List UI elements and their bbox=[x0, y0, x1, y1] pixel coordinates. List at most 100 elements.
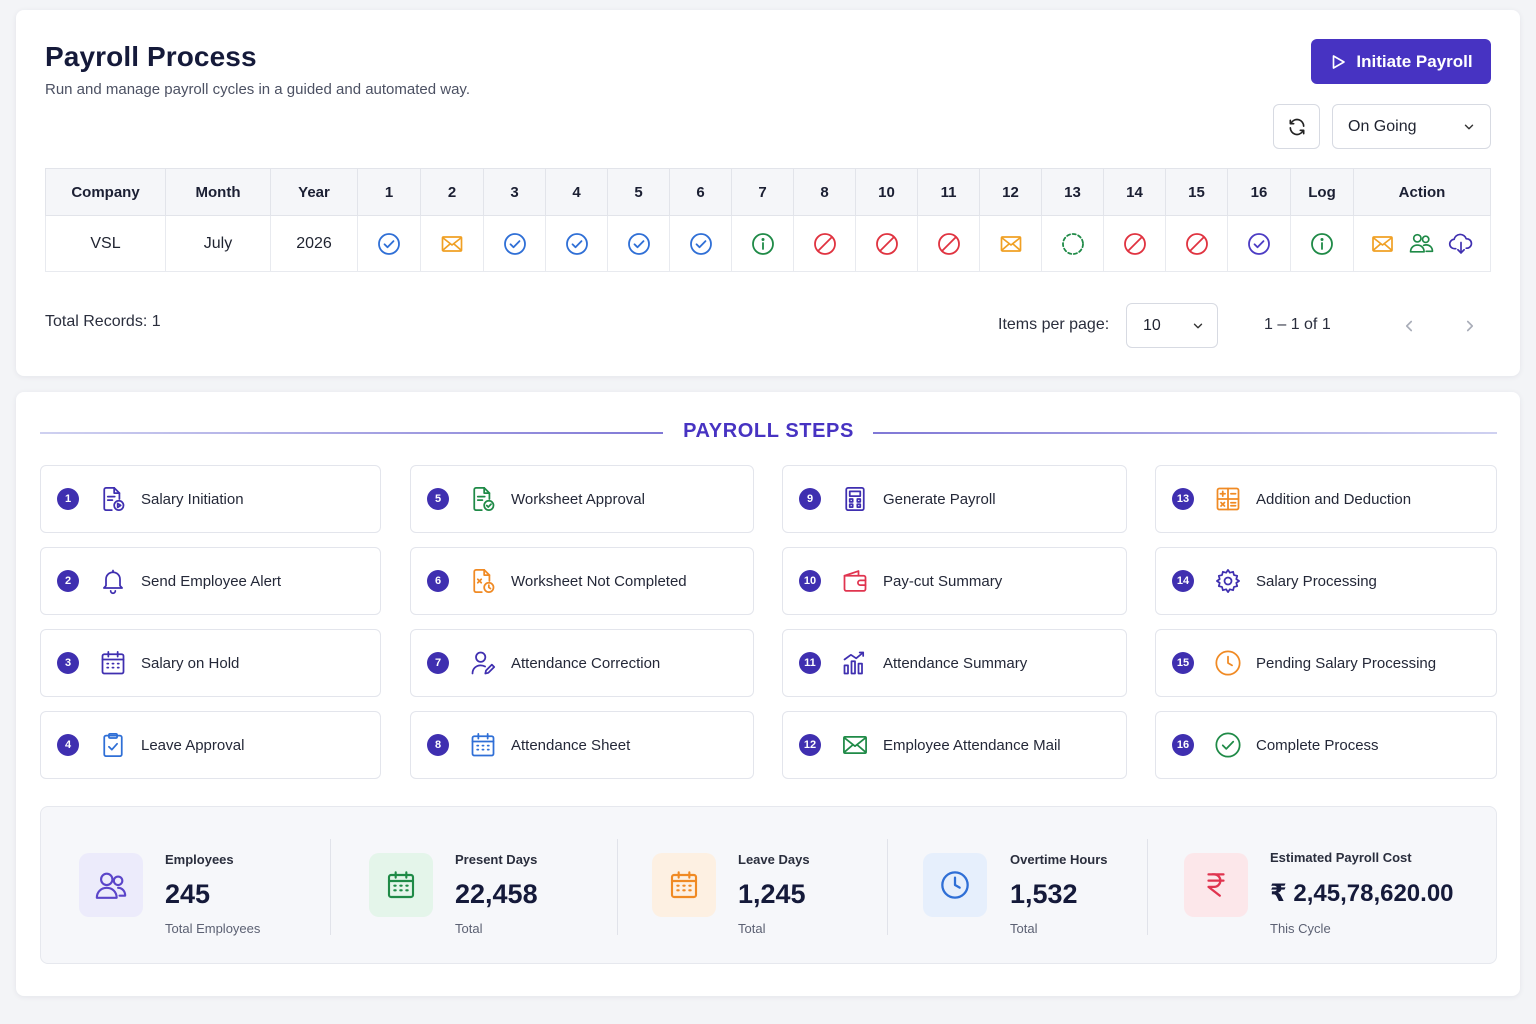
refresh-button[interactable] bbox=[1273, 104, 1320, 149]
page-title: Payroll Process bbox=[45, 41, 257, 72]
info-circle-icon bbox=[751, 232, 774, 255]
wallet-icon bbox=[841, 567, 869, 595]
column-header: 10 bbox=[855, 168, 918, 216]
stat-label: Overtime Hours bbox=[1010, 852, 1108, 867]
step-label: Worksheet Approval bbox=[511, 490, 645, 508]
user-edit-icon bbox=[469, 649, 497, 677]
column-header: 11 bbox=[917, 168, 980, 216]
stat-label: Employees bbox=[165, 852, 234, 867]
table-header-row: Company Month Year 1 2 3 4 5 6 7 8 10 11… bbox=[45, 168, 1491, 216]
calendar-icon bbox=[652, 853, 716, 917]
step-number: 13 bbox=[1172, 488, 1194, 510]
step-number: 14 bbox=[1172, 570, 1194, 592]
check-circle-icon bbox=[503, 232, 526, 255]
divider bbox=[1147, 839, 1148, 935]
stat-sub: This Cycle bbox=[1270, 921, 1331, 936]
step-7-status[interactable] bbox=[731, 215, 794, 272]
document-clock-icon bbox=[469, 567, 497, 595]
step-number: 11 bbox=[799, 652, 821, 674]
column-header: 14 bbox=[1103, 168, 1166, 216]
divider bbox=[40, 432, 663, 434]
step-13-status[interactable] bbox=[1041, 215, 1104, 272]
step-6-status[interactable] bbox=[669, 215, 732, 272]
stat-value: 1,245 bbox=[738, 879, 806, 909]
step-label: Worksheet Not Completed bbox=[511, 572, 687, 590]
step-12-status[interactable] bbox=[979, 215, 1042, 272]
download-action[interactable] bbox=[1448, 231, 1474, 256]
items-per-page-select[interactable]: 10 bbox=[1126, 303, 1218, 348]
stat-sub: Total bbox=[738, 921, 766, 936]
column-header: 4 bbox=[545, 168, 608, 216]
play-icon bbox=[1333, 54, 1346, 69]
step-item-8[interactable]: 8 Attendance Sheet bbox=[410, 711, 754, 779]
stat-present-days: Present Days 22,458 Total bbox=[331, 807, 618, 965]
step-2-status[interactable] bbox=[420, 215, 484, 272]
step-item-13[interactable]: 13 Addition and Deduction bbox=[1155, 465, 1497, 533]
step-item-14[interactable]: 14 Salary Processing bbox=[1155, 547, 1497, 615]
column-header: 15 bbox=[1165, 168, 1228, 216]
step-item-5[interactable]: 5 Worksheet Approval bbox=[410, 465, 754, 533]
step-number: 15 bbox=[1172, 652, 1194, 674]
column-header: Month bbox=[165, 168, 271, 216]
check-circle-icon bbox=[565, 232, 588, 255]
step-4-status[interactable] bbox=[545, 215, 608, 272]
stat-overtime-hours: Overtime Hours 1,532 Total bbox=[888, 807, 1148, 965]
employees-action[interactable] bbox=[1409, 231, 1434, 256]
blocked-icon bbox=[813, 232, 836, 255]
initiate-payroll-label: Initiate Payroll bbox=[1356, 51, 1473, 71]
stat-sub: Total Employees bbox=[165, 921, 261, 936]
column-header: 12 bbox=[979, 168, 1042, 216]
step-item-4[interactable]: 4 Leave Approval bbox=[40, 711, 381, 779]
step-10-status[interactable] bbox=[855, 215, 918, 272]
step-item-3[interactable]: 3 Salary on Hold bbox=[40, 629, 381, 697]
users-icon bbox=[1409, 233, 1434, 253]
column-header: Company bbox=[45, 168, 166, 216]
step-15-status[interactable] bbox=[1165, 215, 1228, 272]
step-14-status[interactable] bbox=[1103, 215, 1166, 272]
plus-minus-icon bbox=[1214, 485, 1242, 513]
step-item-12[interactable]: 12 Employee Attendance Mail bbox=[782, 711, 1127, 779]
divider bbox=[617, 839, 618, 935]
column-header: Action bbox=[1353, 168, 1491, 216]
send-mail-action[interactable] bbox=[1370, 232, 1395, 256]
check-circle-icon bbox=[1214, 731, 1242, 759]
document-check-icon bbox=[469, 485, 497, 513]
step-label: Salary Processing bbox=[1256, 572, 1377, 590]
step-item-16[interactable]: 16 Complete Process bbox=[1155, 711, 1497, 779]
step-item-9[interactable]: 9 Generate Payroll bbox=[782, 465, 1127, 533]
bar-chart-icon bbox=[841, 649, 869, 677]
step-label: Pending Salary Processing bbox=[1256, 654, 1437, 672]
step-5-status[interactable] bbox=[607, 215, 670, 272]
mail-icon bbox=[1000, 235, 1021, 252]
stat-payroll-cost: Estimated Payroll Cost ₹ 2,45,78,620.00 … bbox=[1148, 807, 1498, 965]
step-item-1[interactable]: 1 Salary Initiation bbox=[40, 465, 381, 533]
column-header: 16 bbox=[1227, 168, 1291, 216]
initiate-payroll-button[interactable]: Initiate Payroll bbox=[1311, 39, 1491, 84]
column-header: 6 bbox=[669, 168, 732, 216]
year-cell: 2026 bbox=[270, 215, 358, 272]
stat-sub: Total bbox=[1010, 921, 1038, 936]
summary-stats: Employees 245 Total Employees Present Da… bbox=[40, 806, 1497, 964]
step-label: Salary Initiation bbox=[141, 490, 244, 508]
stat-value: 22,458 bbox=[455, 879, 538, 909]
step-item-10[interactable]: 10 Pay-cut Summary bbox=[782, 547, 1127, 615]
calendar-grid-icon bbox=[469, 731, 497, 759]
step-item-2[interactable]: 2 Send Employee Alert bbox=[40, 547, 381, 615]
previous-page-button[interactable] bbox=[1396, 313, 1422, 339]
step-item-6[interactable]: 6 Worksheet Not Completed bbox=[410, 547, 754, 615]
step-8-status[interactable] bbox=[793, 215, 856, 272]
divider bbox=[330, 839, 331, 935]
step-number: 2 bbox=[57, 570, 79, 592]
step-1-status[interactable] bbox=[357, 215, 421, 272]
next-page-button[interactable] bbox=[1457, 313, 1483, 339]
calendar-icon bbox=[369, 853, 433, 917]
step-item-15[interactable]: 15 Pending Salary Processing bbox=[1155, 629, 1497, 697]
step-item-7[interactable]: 7 Attendance Correction bbox=[410, 629, 754, 697]
log-cell[interactable] bbox=[1290, 215, 1354, 272]
step-11-status[interactable] bbox=[917, 215, 980, 272]
status-select[interactable]: On Going bbox=[1332, 104, 1491, 149]
step-16-status[interactable] bbox=[1227, 215, 1291, 272]
pagination-range: 1 – 1 of 1 bbox=[1264, 316, 1331, 333]
step-item-11[interactable]: 11 Attendance Summary bbox=[782, 629, 1127, 697]
step-3-status[interactable] bbox=[483, 215, 546, 272]
